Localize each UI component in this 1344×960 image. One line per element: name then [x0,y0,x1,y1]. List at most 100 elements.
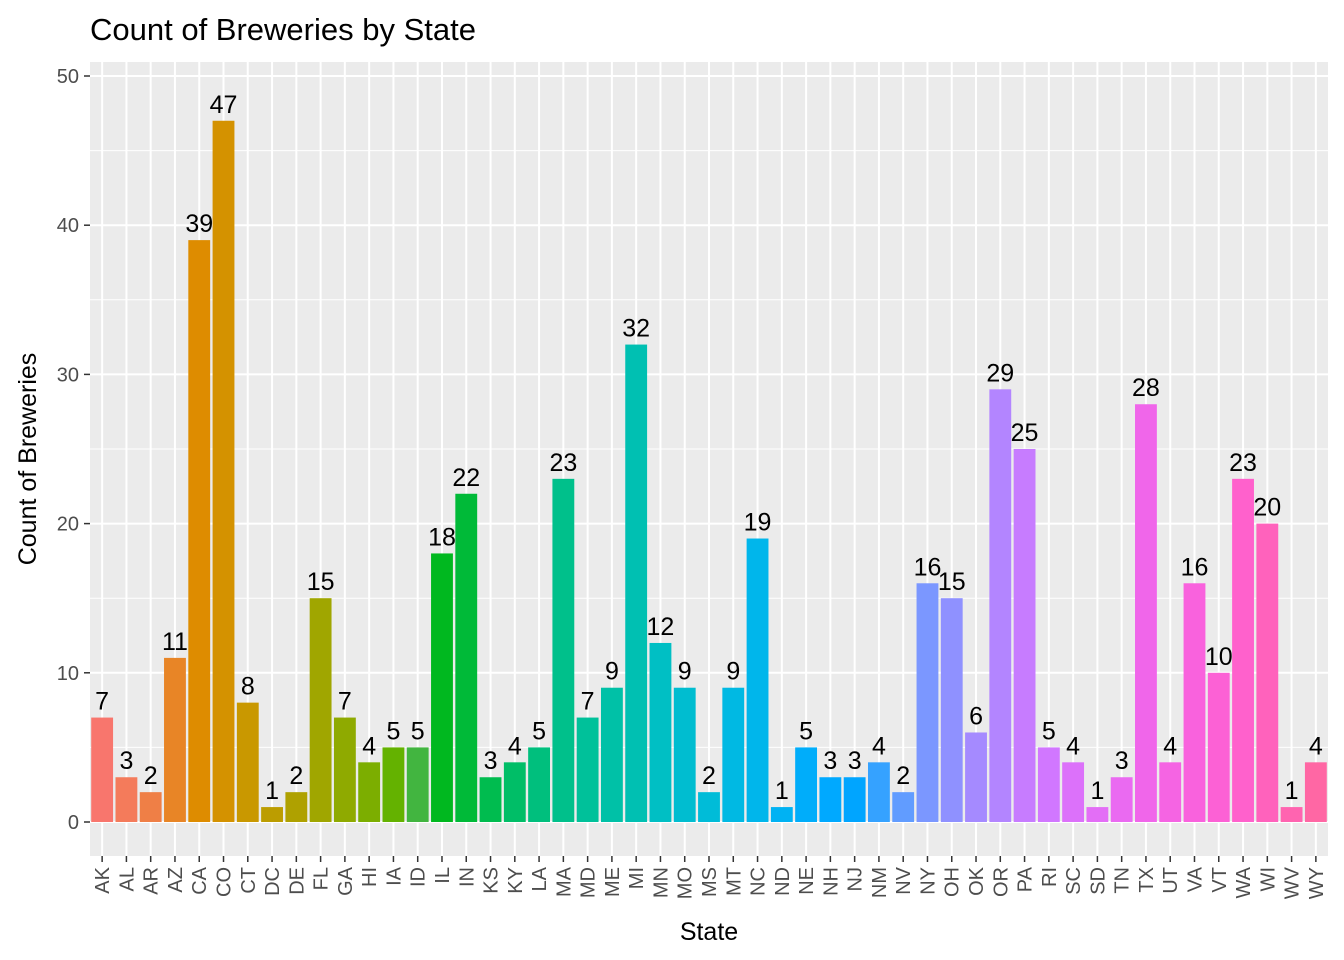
data-label-ri: 5 [1042,717,1056,745]
data-label-mn: 12 [647,613,675,641]
data-label-sd: 1 [1090,777,1104,805]
x-tick-label-ut: UT [1160,867,1182,894]
bar-pa [1013,449,1036,822]
data-label-il: 18 [428,523,456,551]
x-tick-label-oh: OH [942,867,964,897]
data-label-mi: 32 [622,315,650,343]
bar-or [989,389,1012,822]
data-label-ct: 8 [241,673,255,701]
y-tick-label: 20 [57,514,79,536]
bar-nv [892,792,915,822]
bar-sc [1062,762,1085,822]
data-label-in: 22 [452,464,480,492]
x-tick-label-vt: VT [1209,867,1231,893]
y-tick-label: 0 [68,812,79,834]
data-label-vt: 10 [1205,643,1233,671]
data-label-ga: 7 [338,688,352,716]
bar-oh [940,598,963,822]
x-tick-label-hi: HI [359,867,381,887]
data-label-ok: 6 [969,702,983,730]
bar-ca [188,240,211,822]
bar-ne [795,747,818,822]
data-label-tx: 28 [1132,374,1160,402]
bar-me [600,687,623,822]
y-axis: 0 10 20 30 40 50 [57,66,90,834]
bar-nm [867,762,890,822]
x-tick-label-mi: MI [626,867,648,889]
x-tick-label-me: ME [602,867,624,897]
data-label-wv: 1 [1285,777,1299,805]
x-tick-label-co: CO [214,867,236,897]
y-axis-title: Count of Breweries [14,353,42,566]
data-label-ne: 5 [799,717,813,745]
bar-de [285,792,308,822]
bar-ak [91,717,114,822]
y-tick-label: 40 [57,215,79,237]
bar-md [576,717,599,822]
bar-ks [479,777,502,822]
x-tick-label-nm: NM [869,867,891,898]
data-label-me: 9 [605,658,619,686]
bar-sd [1086,807,1109,822]
bar-mn [649,642,672,822]
bar-hi [358,762,381,822]
chart-title: Count of Breweries by State [90,12,476,47]
data-label-ms: 2 [702,762,716,790]
data-label-wa: 23 [1229,449,1257,477]
x-tick-label-mo: MO [675,867,697,899]
bar-ny [916,583,939,822]
bar-ia [382,747,405,822]
data-label-sc: 4 [1066,732,1080,760]
x-tick-label-va: VA [1184,866,1206,892]
y-tick-label: 30 [57,364,79,386]
x-tick-label-fl: FL [311,867,333,890]
x-tick-label-de: DE [286,867,308,895]
x-tick-label-ny: NY [917,867,939,895]
x-tick-label-ca: CA [189,866,211,894]
data-label-ar: 2 [144,762,158,790]
x-tick-label-dc: DC [262,867,284,896]
data-label-dc: 1 [265,777,279,805]
bar-va [1183,583,1206,822]
x-tick-label-md: MD [578,867,600,898]
bar-mt [722,687,745,822]
bar-nc [746,538,769,822]
data-label-ks: 3 [484,747,498,775]
data-label-nj: 3 [848,747,862,775]
x-tick-label-tx: TX [1136,867,1158,893]
x-tick-label-mn: MN [650,867,672,898]
x-tick-label-il: IL [432,867,454,884]
data-label-or: 29 [986,359,1014,387]
data-label-ut: 4 [1163,732,1177,760]
bar-fl [309,598,332,822]
data-label-ia: 5 [386,717,400,745]
x-tick-label-sc: SC [1063,867,1085,895]
x-tick-label-wy: WY [1306,867,1328,899]
x-tick-label-ar: AR [141,867,163,895]
data-label-id: 5 [411,717,425,745]
x-tick-label-ma: MA [553,866,575,897]
data-label-mt: 9 [726,658,740,686]
data-label-de: 2 [289,762,303,790]
bar-ct [236,702,259,822]
x-tick-label-id: ID [408,867,430,887]
x-tick-label-ms: MS [699,867,721,897]
data-label-pa: 25 [1011,419,1039,447]
bar-ga [333,717,356,822]
bar-id [406,747,429,822]
x-tick-label-nc: NC [748,867,770,896]
x-tick-label-wa: WA [1233,866,1255,898]
bar-ok [965,732,987,822]
data-label-ca: 39 [185,210,213,238]
bar-wa [1232,478,1254,822]
y-tick-label: 10 [57,663,79,685]
bar-ms [698,792,720,822]
x-tick-label-mt: MT [723,867,745,896]
bar-mi [625,344,648,822]
x-tick-label-ks: KS [481,867,503,894]
x-tick-label-ne: NE [796,867,818,895]
bar-az [164,657,186,822]
x-tick-label-ia: IA [383,866,405,886]
bar-ar [139,792,162,822]
x-tick-label-pa: PA [1015,866,1037,892]
